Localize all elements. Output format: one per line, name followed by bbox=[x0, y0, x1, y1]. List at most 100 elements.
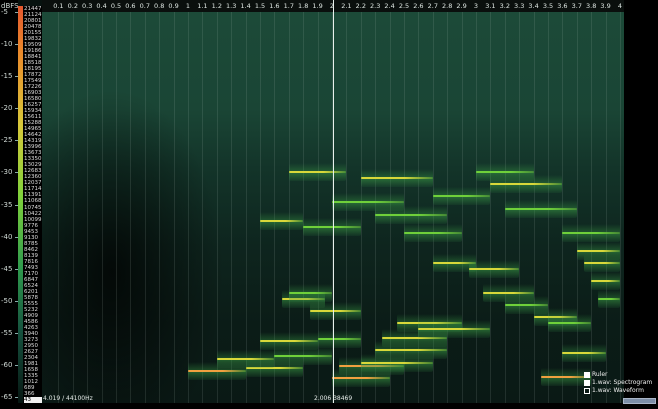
dbfs-tick-mark bbox=[15, 140, 18, 142]
dbfs-tick-label: -50 bbox=[1, 296, 13, 305]
frequency-label: 8139 bbox=[24, 252, 38, 259]
time-label: 2.8 bbox=[442, 2, 453, 10]
frequency-label: 689 bbox=[24, 384, 35, 391]
dbfs-tick-label: -60 bbox=[1, 360, 13, 369]
time-label: 3.3 bbox=[514, 2, 525, 10]
harmonic-line bbox=[188, 369, 246, 372]
frequency-label: 20801 bbox=[24, 18, 42, 25]
time-label: 1 bbox=[185, 2, 191, 10]
time-label: 2.5 bbox=[398, 2, 410, 10]
harmonic-line bbox=[504, 303, 548, 306]
dbfs-tick-mark bbox=[15, 12, 18, 13]
frequency-label: 12683 bbox=[24, 168, 42, 175]
time-label: 1.9 bbox=[312, 2, 323, 10]
time-label: 3.1 bbox=[485, 2, 496, 10]
legend-checkbox[interactable] bbox=[584, 387, 590, 394]
frequency-label: 18195 bbox=[24, 66, 42, 73]
frequency-label: 13350 bbox=[24, 156, 42, 163]
frequency-axis[interactable]: 21447 21124 20801 20478 20155 19832 19509 19186… bbox=[23, 6, 42, 403]
time-gridline bbox=[87, 12, 89, 403]
time-gridline bbox=[144, 12, 146, 403]
legend-item[interactable]: 1.wav: Spectrogram bbox=[584, 379, 652, 387]
frequency-label: 10099 bbox=[24, 216, 42, 223]
time-gridline bbox=[202, 12, 204, 403]
frequency-label: 10422 bbox=[24, 210, 42, 217]
frequency-label: 14642 bbox=[24, 132, 42, 139]
frequency-label: 16257 bbox=[24, 102, 42, 109]
time-label: 0.8 bbox=[154, 2, 165, 10]
legend-item[interactable]: Ruler bbox=[584, 371, 652, 379]
time-gridline bbox=[274, 12, 276, 403]
dbfs-tick-mark bbox=[15, 44, 18, 46]
horizontal-scrollbar-thumb[interactable] bbox=[623, 398, 656, 404]
legend-item[interactable]: 1.wav: Waveform bbox=[584, 387, 652, 395]
time-gridline bbox=[116, 12, 117, 403]
harmonic-line bbox=[483, 291, 534, 294]
frequency-label: 9130 bbox=[24, 234, 38, 241]
time-label: 2 bbox=[330, 2, 334, 10]
harmonic-line bbox=[317, 337, 361, 340]
frequency-label: 13673 bbox=[24, 150, 42, 157]
legend-checkbox[interactable] bbox=[584, 371, 590, 378]
dbfs-tick-label: -55 bbox=[1, 328, 13, 337]
harmonic-line bbox=[274, 355, 332, 358]
frequency-label: 20478 bbox=[24, 24, 42, 31]
time-label: 1.5 bbox=[254, 2, 266, 10]
time-label: 2.7 bbox=[427, 2, 438, 10]
time-gridline bbox=[620, 12, 621, 403]
dbfs-tick-mark bbox=[15, 204, 18, 206]
frequency-label: 16580 bbox=[24, 96, 42, 103]
time-gridline bbox=[72, 12, 74, 403]
legend-checkbox[interactable] bbox=[584, 379, 590, 386]
dbfs-tick-label: -10 bbox=[1, 40, 13, 49]
time-label: 2.9 bbox=[456, 2, 467, 10]
frequency-label: 19509 bbox=[24, 42, 42, 49]
harmonic-line bbox=[584, 261, 620, 264]
harmonic-line bbox=[332, 201, 404, 204]
harmonic-line bbox=[490, 183, 563, 186]
dbfs-tick-mark bbox=[15, 108, 18, 110]
frequency-label: 15934 bbox=[24, 108, 42, 115]
frequency-label: 21447 bbox=[24, 6, 42, 12]
frequency-label: 1981 bbox=[24, 360, 38, 367]
frequency-label: 19186 bbox=[24, 48, 42, 55]
harmonic-line bbox=[476, 171, 534, 174]
harmonic-line bbox=[332, 376, 390, 379]
harmonic-line bbox=[375, 348, 448, 351]
time-gridline bbox=[576, 12, 578, 403]
time-label: 1.8 bbox=[298, 2, 309, 10]
harmonic-line bbox=[432, 261, 476, 264]
dbfs-tick-label: -65 bbox=[1, 393, 13, 401]
time-label: 0.9 bbox=[168, 2, 179, 10]
frequency-label: 4586 bbox=[24, 318, 38, 325]
time-gridline bbox=[173, 12, 175, 403]
time-label: 1.1 bbox=[197, 2, 208, 10]
legend-label: 1.wav: Waveform bbox=[592, 387, 644, 394]
spectrogram-view[interactable] bbox=[42, 0, 624, 403]
frequency-label: 3940 bbox=[24, 330, 38, 337]
time-label: 3.8 bbox=[586, 2, 597, 10]
harmonic-line bbox=[591, 279, 620, 282]
playhead-cursor[interactable] bbox=[332, 0, 334, 403]
frequency-label: 5555 bbox=[24, 300, 38, 307]
frequency-label: 17226 bbox=[24, 84, 42, 91]
time-label: 2.2 bbox=[355, 2, 366, 10]
harmonic-line bbox=[382, 336, 448, 339]
frequency-label: 2950 bbox=[24, 342, 38, 349]
layer-legend: Ruler 1.wav: Spectrogram 1.wav: Waveform bbox=[584, 371, 652, 395]
frequency-label: 9776 bbox=[24, 222, 38, 229]
time-label: 3.5 bbox=[542, 2, 554, 10]
time-label: 3.2 bbox=[499, 2, 510, 10]
dbfs-tick-label: -40 bbox=[1, 232, 13, 241]
time-label: 2.6 bbox=[413, 2, 424, 10]
frequency-label: 15288 bbox=[24, 120, 42, 127]
time-gridline bbox=[303, 12, 305, 403]
frequency-label: 13029 bbox=[24, 162, 42, 169]
harmonic-line bbox=[562, 231, 620, 234]
frequency-label: 16903 bbox=[24, 90, 42, 97]
time-gridline bbox=[605, 12, 607, 403]
frequency-label: 14319 bbox=[24, 138, 42, 145]
status-bar bbox=[0, 403, 658, 409]
harmonic-line bbox=[504, 207, 577, 210]
